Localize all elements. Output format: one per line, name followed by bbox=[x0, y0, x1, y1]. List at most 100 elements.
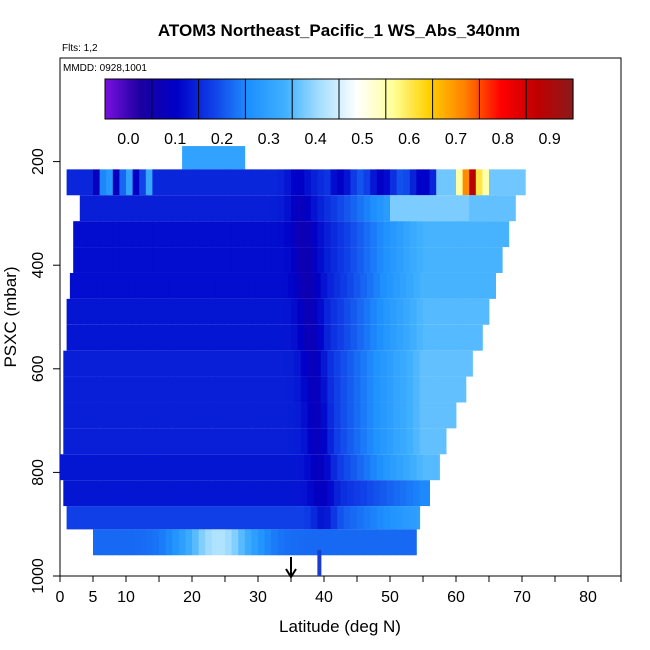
heatmap-cell bbox=[93, 221, 100, 248]
colorbar-segment bbox=[343, 79, 347, 119]
heatmap-cell bbox=[69, 350, 77, 377]
heatmap-cell bbox=[142, 350, 150, 377]
heatmap-cell bbox=[403, 454, 411, 481]
heatmap-cell bbox=[366, 376, 374, 403]
heatmap-cell bbox=[66, 298, 74, 325]
heatmap-cell bbox=[482, 298, 490, 325]
colorbar-segment bbox=[233, 79, 237, 119]
heatmap-cell bbox=[228, 480, 236, 507]
colorbar-segment bbox=[170, 79, 174, 119]
heatmap-cell bbox=[172, 169, 180, 196]
heatmap-cell bbox=[251, 454, 259, 481]
heatmap-cell bbox=[228, 350, 236, 377]
heatmap-cell bbox=[119, 195, 127, 222]
heatmap-cell bbox=[320, 480, 328, 507]
colorbar-segment bbox=[568, 79, 572, 119]
heatmap-cell bbox=[112, 506, 120, 530]
colorbar-segment bbox=[376, 79, 380, 119]
heatmap-cell bbox=[126, 324, 133, 351]
heatmap-cell bbox=[261, 480, 269, 507]
heatmap-cell bbox=[102, 480, 110, 507]
heatmap-cell bbox=[201, 272, 209, 299]
heatmap-cell bbox=[79, 247, 87, 273]
heatmap-cell bbox=[205, 506, 213, 530]
heatmap-cell bbox=[436, 195, 444, 222]
heatmap-cell bbox=[429, 195, 437, 222]
heatmap-cell bbox=[73, 324, 81, 351]
heatmap-cell bbox=[116, 350, 124, 377]
heatmap-cell bbox=[475, 324, 483, 351]
heatmap-cell bbox=[462, 169, 470, 196]
heatmap-cell bbox=[69, 376, 77, 403]
heatmap-cell bbox=[320, 272, 328, 299]
heatmap-cell bbox=[363, 529, 371, 556]
heatmap-cell bbox=[307, 480, 315, 507]
heatmap-cell bbox=[399, 272, 407, 299]
colorbar-segment bbox=[451, 79, 455, 119]
heatmap-cell bbox=[152, 454, 160, 481]
colorbar-segment bbox=[465, 79, 469, 119]
heatmap-cell bbox=[396, 506, 404, 530]
heatmap-cell bbox=[228, 272, 236, 299]
heatmap-cell bbox=[314, 376, 322, 403]
heatmap-cell bbox=[109, 272, 117, 299]
heatmap-cell bbox=[218, 169, 226, 196]
heatmap-cell bbox=[350, 247, 358, 273]
heatmap-cell bbox=[106, 506, 114, 530]
heatmap-cell bbox=[86, 298, 94, 325]
heatmap-cell bbox=[119, 454, 127, 481]
heatmap-cell bbox=[403, 169, 411, 196]
colorbar-segment bbox=[254, 79, 258, 119]
colorbar-segment bbox=[507, 79, 511, 119]
heatmap-cell bbox=[126, 169, 133, 196]
heatmap-cell bbox=[205, 195, 213, 222]
colorbar-segment bbox=[107, 79, 111, 119]
heatmap-cell bbox=[195, 272, 203, 299]
heatmap-cell bbox=[248, 376, 256, 403]
colorbar-segment bbox=[119, 79, 122, 119]
heatmap-cell bbox=[188, 350, 196, 377]
heatmap-cell bbox=[439, 350, 447, 377]
heatmap-cell bbox=[198, 298, 206, 325]
heatmap-cell bbox=[409, 529, 417, 556]
heatmap-cell bbox=[251, 529, 259, 556]
heatmap-cell bbox=[248, 428, 256, 455]
heatmap-cell bbox=[63, 428, 71, 455]
heatmap-cell bbox=[469, 195, 477, 222]
heatmap-cell bbox=[340, 428, 348, 455]
heatmap-cell bbox=[482, 221, 490, 248]
heatmap-cell bbox=[413, 272, 421, 299]
heatmap-cell bbox=[317, 169, 325, 196]
heatmap-cell bbox=[287, 428, 295, 455]
heatmap-cell bbox=[297, 506, 305, 530]
heatmap-cell bbox=[165, 169, 173, 196]
colorbar-segment bbox=[266, 79, 270, 119]
x-tick-label: 50 bbox=[381, 589, 399, 606]
colorbar-segment bbox=[353, 79, 356, 119]
heatmap-cell bbox=[406, 402, 414, 429]
heatmap-cell bbox=[274, 428, 282, 455]
colorbar-segment bbox=[551, 79, 555, 119]
heatmap-cell bbox=[327, 376, 335, 403]
heatmap-cell bbox=[248, 350, 256, 377]
heatmap-cell bbox=[409, 169, 417, 196]
heatmap-cells bbox=[60, 146, 526, 556]
heatmap-cell bbox=[152, 195, 160, 222]
heatmap-cell bbox=[366, 480, 374, 507]
heatmap-cell bbox=[429, 298, 437, 325]
heatmap-cell bbox=[396, 195, 404, 222]
heatmap-cell bbox=[383, 195, 391, 222]
heatmap-cell bbox=[353, 376, 361, 403]
heatmap-cell bbox=[142, 402, 150, 429]
heatmap-cell bbox=[413, 428, 421, 455]
heatmap-cell bbox=[238, 221, 246, 248]
heatmap-cell bbox=[462, 324, 470, 351]
heatmap-cell bbox=[168, 480, 176, 507]
heatmap-cell bbox=[155, 376, 163, 403]
heatmap-cell bbox=[340, 402, 348, 429]
heatmap-cell bbox=[168, 402, 176, 429]
heatmap-cell bbox=[370, 169, 378, 196]
heatmap-cell bbox=[337, 169, 345, 196]
colorbar-segment bbox=[238, 79, 242, 119]
colorbar-tick-label: 0.9 bbox=[538, 131, 560, 148]
